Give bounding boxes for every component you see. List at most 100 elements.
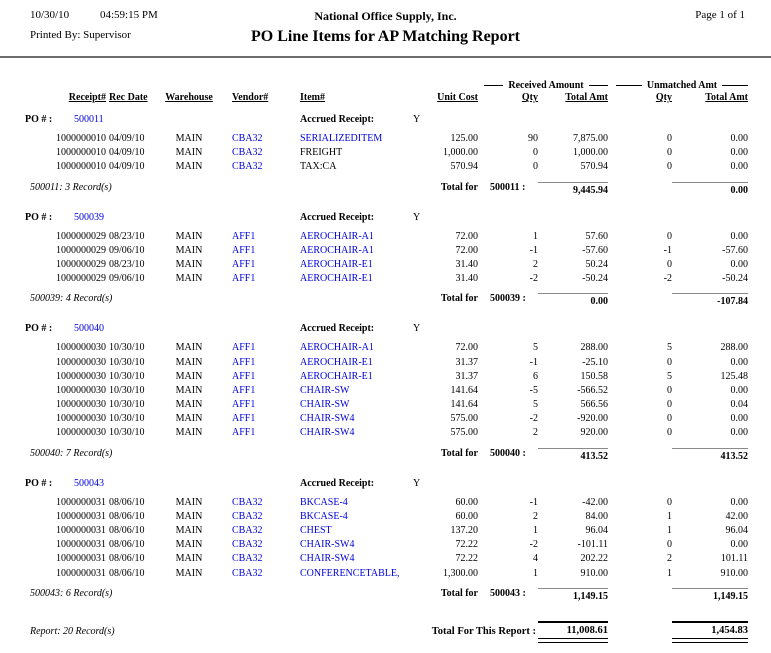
po-number-link[interactable]: 500043 bbox=[74, 477, 104, 489]
vendor-link[interactable]: AFF1 bbox=[232, 342, 256, 354]
vendor-link[interactable]: AFF1 bbox=[232, 273, 256, 285]
item-link[interactable]: SERIALIZEDITEM bbox=[300, 133, 383, 144]
vendor-link[interactable]: CBA32 bbox=[232, 133, 263, 144]
rec-date-cell: 10/30/10 bbox=[109, 370, 145, 382]
vendor-link[interactable]: CBA32 bbox=[232, 539, 263, 551]
rec-date-cell: 08/06/10 bbox=[109, 553, 145, 565]
warehouse-cell: MAIN bbox=[175, 230, 203, 242]
col-header-rec-date: Rec Date bbox=[109, 92, 148, 103]
item-link[interactable]: CHAIR-SW4 bbox=[300, 413, 355, 425]
item-link[interactable]: AEROCHAIR-E1 bbox=[300, 273, 373, 285]
item-link[interactable]: CHEST bbox=[300, 525, 332, 536]
item-link[interactable]: CHAIR-SW4 bbox=[300, 553, 355, 565]
col-header-received-qty: Qty bbox=[521, 92, 538, 103]
vendor-link[interactable]: CBA32 bbox=[232, 525, 263, 536]
vendor-link[interactable]: AFF1 bbox=[232, 370, 256, 382]
rec-date-cell: 08/06/10 bbox=[109, 496, 145, 508]
unmatched-qty-cell: 0 bbox=[667, 384, 672, 396]
received-total-cell: 50.24 bbox=[585, 258, 609, 270]
po-section: PO # : 500011 Accrued Receipt: Y 1000000… bbox=[0, 112, 771, 201]
unmatched-total-cell: 0.04 bbox=[730, 399, 749, 411]
item-link[interactable]: BKCASE-4 bbox=[300, 496, 348, 508]
table-row: 1000000031 08/06/10 MAIN CBA32 BKCASE-4 … bbox=[0, 510, 748, 524]
unmatched-qty-cell: 0 bbox=[667, 539, 672, 551]
table-row: 1000000029 08/23/10 MAIN AFF1 AEROCHAIR-… bbox=[0, 230, 748, 244]
vendor-link[interactable]: AFF1 bbox=[232, 230, 256, 242]
receipt-number-cell: 1000000030 bbox=[56, 356, 106, 368]
po-number-link[interactable]: 500011 bbox=[74, 114, 104, 125]
po-total-unmatched: 0.00 bbox=[672, 181, 748, 201]
vendor-link[interactable]: CBA32 bbox=[232, 553, 263, 565]
receipt-number-cell: 1000000031 bbox=[56, 510, 106, 522]
item-link[interactable]: CHAIR-SW4 bbox=[300, 427, 355, 439]
print-time: 04:59:15 PM bbox=[100, 9, 158, 21]
table-row: 1000000031 08/06/10 MAIN CBA32 CHAIR-SW4… bbox=[0, 538, 748, 552]
unmatched-total-cell: 0.00 bbox=[730, 539, 749, 551]
item-link[interactable]: AEROCHAIR-A1 bbox=[300, 230, 374, 242]
received-total-cell: 910.00 bbox=[580, 567, 609, 579]
received-total-cell: 570.94 bbox=[580, 161, 609, 173]
received-qty-cell: -1 bbox=[529, 356, 538, 368]
receipt-number-cell: 1000000030 bbox=[56, 384, 106, 396]
unit-cost-cell: 72.22 bbox=[455, 553, 479, 565]
unmatched-qty-cell: -2 bbox=[663, 273, 672, 285]
table-row: 1000000029 08/23/10 MAIN AFF1 AEROCHAIR-… bbox=[0, 258, 748, 272]
item-link[interactable]: CHAIR-SW bbox=[300, 399, 350, 411]
unmatched-total-cell: 0.00 bbox=[730, 258, 749, 270]
rec-date-cell: 09/06/10 bbox=[109, 273, 145, 285]
unit-cost-cell: 60.00 bbox=[455, 496, 479, 508]
vendor-link[interactable]: AFF1 bbox=[232, 244, 256, 256]
received-total-cell: 57.60 bbox=[585, 230, 609, 242]
vendor-link[interactable]: CBA32 bbox=[232, 161, 263, 173]
rec-date-cell: 10/30/10 bbox=[109, 356, 145, 368]
unmatched-total-cell: 0.00 bbox=[730, 161, 749, 173]
po-label: PO # : bbox=[25, 211, 53, 223]
vendor-link[interactable]: CBA32 bbox=[232, 147, 263, 159]
receipt-number-cell: 1000000031 bbox=[56, 539, 106, 551]
rec-date-cell: 10/30/10 bbox=[109, 384, 145, 396]
receipt-number-cell: 1000000010 bbox=[56, 147, 106, 159]
po-number-link[interactable]: 500039 bbox=[74, 211, 104, 223]
item-link[interactable]: CHAIR-SW bbox=[300, 384, 350, 396]
warehouse-cell: MAIN bbox=[175, 427, 203, 439]
unit-cost-cell: 72.00 bbox=[455, 230, 479, 242]
receipt-number-cell: 1000000030 bbox=[56, 342, 106, 354]
rec-date-cell: 08/23/10 bbox=[109, 230, 145, 242]
unmatched-qty-cell: -1 bbox=[663, 244, 672, 256]
received-total-cell: 96.04 bbox=[585, 525, 609, 536]
item-link[interactable]: CHAIR-SW4 bbox=[300, 539, 355, 551]
item-link[interactable]: AEROCHAIR-A1 bbox=[300, 342, 374, 354]
receipt-number-cell: 1000000030 bbox=[56, 413, 106, 425]
item-link[interactable]: AEROCHAIR-A1 bbox=[300, 244, 374, 256]
vendor-link[interactable]: CBA32 bbox=[232, 510, 263, 522]
received-total-cell: 150.58 bbox=[580, 370, 609, 382]
item-link[interactable]: CONFERENCETABLE, bbox=[300, 567, 400, 579]
unit-cost-cell: 575.00 bbox=[450, 413, 479, 425]
vendor-link[interactable]: AFF1 bbox=[232, 399, 256, 411]
warehouse-cell: MAIN bbox=[175, 399, 203, 411]
unmatched-total-cell: 0.00 bbox=[730, 427, 749, 439]
total-for-label: Total for bbox=[440, 181, 478, 193]
total-po-number: 500011 : bbox=[490, 181, 526, 193]
vendor-link[interactable]: AFF1 bbox=[232, 384, 256, 396]
accrued-receipt-value: Y bbox=[413, 477, 421, 489]
received-amount-label: Received Amount bbox=[508, 79, 584, 91]
col-header-received-total: Total Amt bbox=[565, 92, 608, 103]
warehouse-cell: MAIN bbox=[175, 496, 203, 508]
po-header-row: PO # : 500043 Accrued Receipt: Y bbox=[0, 476, 771, 491]
item-link[interactable]: AEROCHAIR-E1 bbox=[300, 356, 373, 368]
item-link[interactable]: AEROCHAIR-E1 bbox=[300, 370, 373, 382]
vendor-link[interactable]: CBA32 bbox=[232, 496, 263, 508]
item-link[interactable]: BKCASE-4 bbox=[300, 510, 348, 522]
vendor-link[interactable]: CBA32 bbox=[232, 567, 263, 579]
item-link[interactable]: AEROCHAIR-E1 bbox=[300, 258, 373, 270]
warehouse-cell: MAIN bbox=[175, 567, 203, 579]
vendor-link[interactable]: AFF1 bbox=[232, 258, 256, 270]
po-number-link[interactable]: 500040 bbox=[74, 323, 104, 335]
vendor-link[interactable]: AFF1 bbox=[232, 413, 256, 425]
vendor-link[interactable]: AFF1 bbox=[232, 427, 256, 439]
warehouse-cell: MAIN bbox=[175, 133, 203, 144]
unit-cost-cell: 575.00 bbox=[450, 427, 479, 439]
unmatched-qty-cell: 0 bbox=[667, 427, 672, 439]
vendor-link[interactable]: AFF1 bbox=[232, 356, 256, 368]
